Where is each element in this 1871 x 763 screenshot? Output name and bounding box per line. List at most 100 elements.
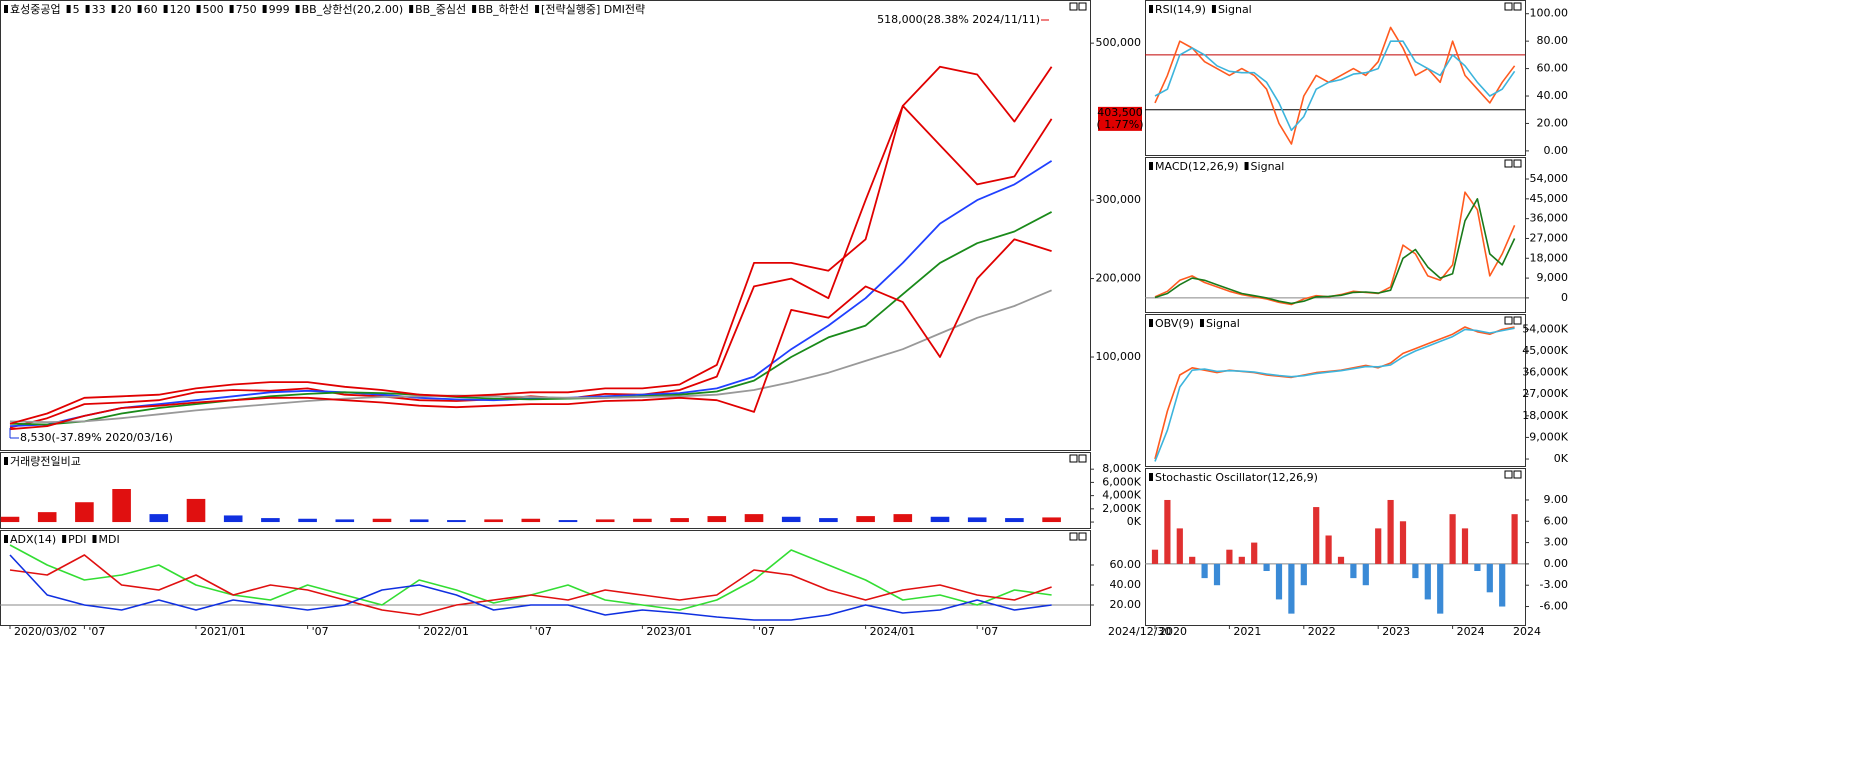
legend-label: 500: [203, 3, 224, 16]
y-tick-label: 100.00: [1530, 7, 1569, 20]
y-tick-label: 60.00: [1537, 62, 1569, 75]
y-tick-label: 40.00: [1537, 89, 1569, 102]
x-tick-label: 2022: [1308, 625, 1336, 638]
y-tick-label: 9,000K: [1529, 430, 1568, 443]
legend-marker: [85, 5, 90, 13]
bar: [1486, 563, 1493, 593]
series-line: [9, 554, 1052, 616]
y-tick-label: 20.00: [1537, 116, 1569, 129]
series-line: [9, 554, 1052, 621]
bar: [1251, 542, 1258, 564]
y-tick-label: 100,000: [1096, 350, 1142, 363]
legend-label: Stochastic Oscillator(12,26,9): [1155, 471, 1318, 484]
y-tick-label: 9,000: [1537, 271, 1569, 284]
legend-label: [전략실행중] DMI전략: [541, 3, 645, 16]
bar: [298, 518, 317, 523]
legend-label: 750: [236, 3, 257, 16]
bar: [1461, 528, 1469, 564]
legend-label: MACD(12,26,9): [1155, 160, 1239, 173]
bar: [819, 518, 838, 523]
x-tick-label: 2023: [1382, 625, 1410, 638]
y-tick-label: 0.00: [1544, 557, 1569, 570]
bar: [967, 517, 987, 523]
series-line: [9, 289, 1052, 423]
legend-label: 5: [73, 3, 80, 16]
legend-marker: [1149, 473, 1153, 481]
bar: [1362, 563, 1369, 586]
legend-marker: [1149, 319, 1153, 327]
legend-label: 거래량전일비교: [10, 454, 81, 468]
y-tick-label: 27,000: [1530, 231, 1569, 244]
legend-label: BB_중심선: [415, 3, 466, 16]
bar: [707, 516, 727, 523]
bar: [558, 520, 578, 523]
bar: [670, 518, 689, 523]
legend-label: BB_상한선(20,2.00): [302, 3, 404, 16]
bar: [1176, 528, 1183, 564]
panel: [0, 0, 1091, 451]
bar: [1424, 563, 1431, 600]
x-tick-label: '07: [758, 625, 775, 638]
legend-marker: [1211, 5, 1216, 13]
legend-marker: [111, 5, 116, 13]
bar: [1288, 563, 1295, 614]
x-tick-label: 2021: [1233, 625, 1261, 638]
bar: [1005, 518, 1024, 523]
bar: [75, 502, 94, 523]
legend-marker: [409, 5, 414, 13]
legend-marker: [472, 5, 477, 13]
legend-label: 120: [170, 3, 191, 16]
y-tick-label: 6.00: [1544, 514, 1569, 527]
legend-label: ADX(14): [10, 533, 56, 546]
y-tick-label: 2,000K: [1102, 502, 1141, 515]
legend-label: RSI(14,9): [1155, 3, 1206, 16]
panel-icon: [1078, 454, 1087, 463]
y-tick-label: 300,000: [1096, 193, 1142, 206]
y-tick-label: 4,000K: [1102, 489, 1141, 502]
legend-marker: [1244, 162, 1249, 170]
y-tick-label: 36,000K: [1522, 366, 1568, 379]
annotation: 8,530(-37.89% 2020/03/16): [20, 431, 173, 444]
bar: [1337, 556, 1345, 564]
bar: [1399, 521, 1407, 564]
panel-icon: [1504, 470, 1513, 479]
annotation: 518,000(28.38% 2024/11/11): [877, 13, 1040, 26]
series-line: [1154, 198, 1516, 305]
bar: [1511, 514, 1518, 564]
y-tick-label: 45,000K: [1522, 344, 1568, 357]
panel-icon: [1513, 316, 1522, 325]
x-tick-label: 2023/01: [646, 625, 692, 638]
legend-marker: [163, 5, 168, 13]
y-tick-label: 54,000: [1530, 172, 1569, 185]
bar: [781, 516, 801, 523]
bar: [1226, 549, 1233, 564]
panel-icon: [1069, 532, 1078, 541]
legend-label: Signal: [1206, 317, 1240, 330]
legend-label: 33: [92, 3, 106, 16]
bar: [1449, 514, 1456, 564]
bar: [521, 518, 541, 523]
bar: [1201, 563, 1208, 579]
x-tick-label: 2021/01: [200, 625, 246, 638]
y-tick-label: 40.00: [1110, 578, 1142, 591]
bar: [1412, 563, 1419, 579]
bar: [1325, 535, 1332, 564]
legend-marker: [196, 5, 201, 13]
bar: [186, 498, 206, 523]
bar: [409, 519, 429, 523]
legend-label: Signal: [1251, 160, 1285, 173]
panel: [1145, 157, 1526, 313]
legend-marker: [137, 5, 142, 13]
legend-marker: [4, 535, 8, 543]
bar: [1437, 563, 1444, 614]
series-line: [1154, 40, 1516, 132]
bar: [37, 512, 57, 523]
bar: [1375, 528, 1382, 564]
series-line: [1154, 327, 1515, 462]
bar: [1189, 556, 1196, 564]
bar: [0, 516, 20, 523]
y-tick-label: 200,000: [1096, 272, 1142, 285]
legend-marker: [295, 5, 300, 13]
